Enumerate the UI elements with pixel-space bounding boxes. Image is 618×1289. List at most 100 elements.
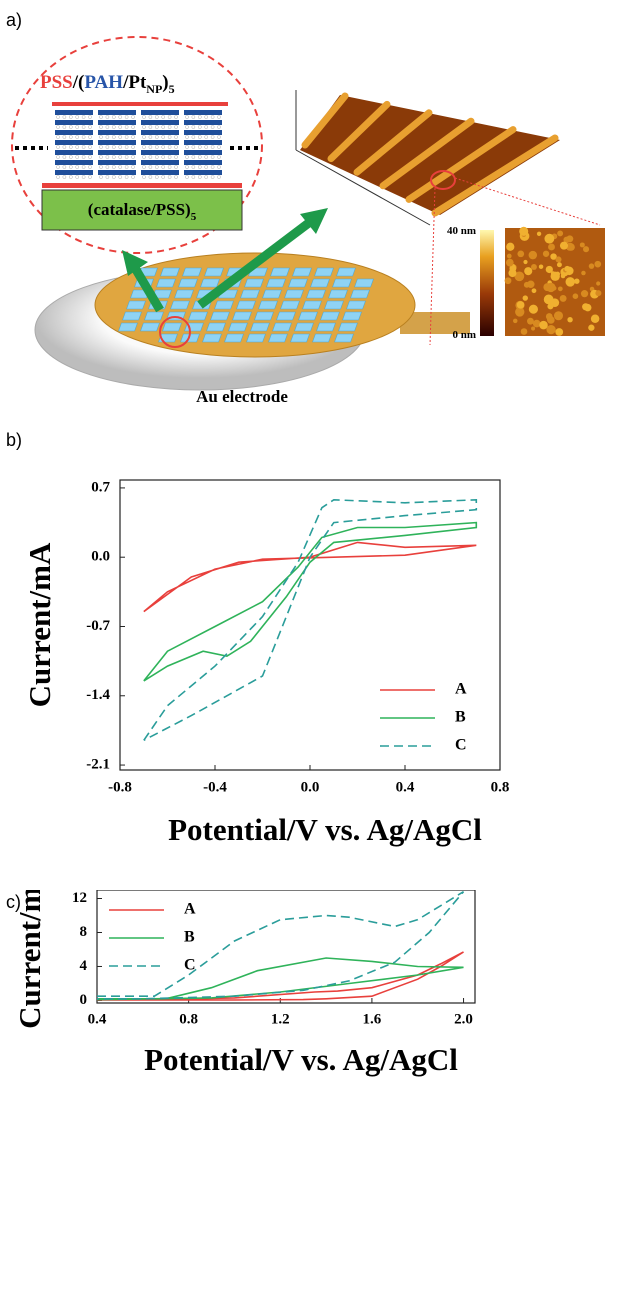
- t: NP: [146, 82, 162, 96]
- grain: [506, 253, 512, 259]
- pad: [306, 289, 326, 299]
- grain: [550, 253, 557, 260]
- pah-layer: [141, 120, 179, 125]
- pt-np: [185, 125, 189, 129]
- grain: [515, 307, 525, 317]
- pss: PSS: [40, 72, 73, 93]
- pad: [338, 322, 358, 332]
- pah-layer: [141, 140, 179, 145]
- pt-np: [112, 155, 116, 159]
- pt-np: [204, 175, 208, 179]
- grain: [506, 242, 515, 251]
- t: 5: [191, 211, 197, 223]
- pad: [182, 267, 202, 277]
- pt-np: [161, 115, 165, 119]
- grain: [542, 250, 550, 257]
- series-line: [96, 957, 464, 1001]
- ridges: [301, 92, 559, 217]
- plot-frame: [119, 479, 501, 771]
- y-axis-title: Current/mA: [22, 542, 57, 707]
- pt-np: [62, 145, 67, 149]
- pad: [288, 278, 308, 288]
- pad: [232, 311, 252, 321]
- pt-np: [62, 155, 67, 159]
- pt-np: [56, 125, 60, 129]
- legend-label: A: [455, 681, 467, 698]
- pt-np: [197, 145, 202, 149]
- grain: [557, 286, 563, 292]
- pt-np: [124, 145, 129, 149]
- grain: [559, 294, 567, 302]
- pt-np: [131, 135, 135, 139]
- pad: [294, 322, 314, 332]
- pad: [314, 267, 334, 277]
- pt-np: [112, 145, 116, 149]
- pah-layer: [141, 150, 179, 155]
- pad: [206, 322, 226, 332]
- pt-np: [88, 125, 92, 129]
- pt-np: [62, 115, 67, 119]
- pt-np: [174, 125, 178, 129]
- y-axis-title: Current/mA: [12, 890, 47, 1029]
- tab: [400, 312, 470, 334]
- pt-np: [118, 165, 122, 169]
- pt-np: [81, 125, 86, 129]
- ridge: [327, 100, 391, 163]
- pt-np: [81, 165, 86, 169]
- pt-np: [69, 175, 73, 179]
- pt-np: [210, 135, 215, 139]
- pt-np: [154, 135, 159, 139]
- pah-layer: [98, 110, 136, 115]
- pt-np: [75, 125, 79, 129]
- series-line: [143, 541, 477, 613]
- colorbar-top: 40 nm: [447, 225, 476, 237]
- grain: [555, 328, 564, 336]
- pt-np: [204, 125, 208, 129]
- pt-np: [142, 135, 146, 139]
- pt-np: [154, 155, 159, 159]
- grain: [565, 277, 575, 287]
- ridge: [353, 109, 433, 176]
- grain: [567, 317, 573, 323]
- pt-np: [204, 135, 208, 139]
- arrows: [122, 208, 328, 313]
- grain: [560, 273, 566, 279]
- pt-np: [142, 165, 146, 169]
- x-axis-title: Potential/V vs. Ag/AgCl: [144, 1042, 458, 1077]
- pt-np: [88, 145, 92, 149]
- grain: [588, 263, 595, 269]
- pad: [312, 333, 332, 343]
- pt-np: [88, 175, 92, 179]
- legend-label: B: [184, 929, 195, 946]
- t: 5: [169, 82, 175, 96]
- pt-np: [131, 125, 135, 129]
- pt-np: [105, 175, 110, 179]
- pss-layer: [42, 183, 242, 188]
- pt-np: [105, 115, 110, 119]
- grain: [519, 226, 529, 236]
- pah-layer: [55, 110, 93, 115]
- pt-np: [69, 135, 73, 139]
- ridge: [405, 126, 517, 203]
- pad: [178, 278, 198, 288]
- pt-np: [217, 155, 221, 159]
- pt-np: [197, 155, 202, 159]
- pt-np: [112, 125, 116, 129]
- pt-np: [75, 115, 79, 119]
- pad: [236, 300, 256, 310]
- pt-np: [161, 165, 165, 169]
- pad: [160, 267, 180, 277]
- legend-label: B: [455, 709, 466, 726]
- pt-np: [118, 155, 122, 159]
- pt-np: [210, 125, 215, 129]
- pt-np: [191, 165, 196, 169]
- pt-np: [69, 145, 73, 149]
- pt-np: [88, 155, 92, 159]
- grain: [579, 242, 585, 248]
- pt-np: [148, 175, 153, 179]
- grain: [581, 270, 586, 276]
- pt-np: [118, 115, 122, 119]
- grain: [574, 278, 580, 284]
- pad: [258, 300, 278, 310]
- panel-label: a): [6, 10, 22, 30]
